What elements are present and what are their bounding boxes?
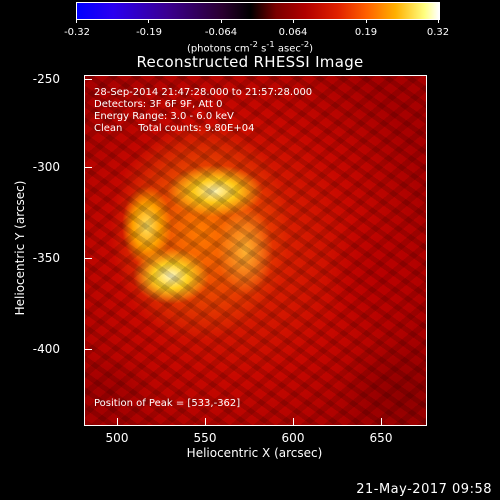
y-tick-label: -250 xyxy=(32,72,60,86)
colorbar-tick-label: 0.19 xyxy=(354,27,378,38)
x-tick-label: 550 xyxy=(193,431,217,445)
plot-title: Reconstructed RHESSI Image xyxy=(136,53,364,71)
colorbar-tick-label: 0.064 xyxy=(278,27,308,38)
x-tick-label: 650 xyxy=(369,431,393,445)
x-tick-mark xyxy=(381,418,382,425)
colorbar-tick-label: -0.19 xyxy=(136,27,162,38)
y-tick-mark xyxy=(85,349,92,350)
colorbar xyxy=(76,2,440,20)
colorbar-tick-label: -0.32 xyxy=(64,27,90,38)
colorbar-tick-mark xyxy=(366,19,367,23)
y-tick-label: -300 xyxy=(32,160,60,174)
colorbar-tick-mark xyxy=(221,19,222,23)
peak-position: Position of Peak = [533,-362] xyxy=(94,398,241,409)
y-axis-label: Heliocentric Y (arcsec) xyxy=(13,180,27,316)
x-axis-label: Heliocentric X (arcsec) xyxy=(186,446,323,460)
rhessi-image xyxy=(84,75,427,426)
x-tick-label: 600 xyxy=(281,431,305,445)
x-tick-mark xyxy=(293,418,294,425)
x-tick-label: 500 xyxy=(105,431,129,445)
y-tick-mark xyxy=(85,79,92,80)
y-tick-label: -400 xyxy=(32,342,60,356)
info-detectors: Detectors: 3F 6F 9F, Att 0 xyxy=(94,99,223,110)
info-energy-range: Energy Range: 3.0 - 6.0 keV xyxy=(94,111,234,122)
info-clean-counts: Clean Total counts: 9.80E+04 xyxy=(94,123,255,134)
colorbar-tick-label: -0.064 xyxy=(204,27,238,38)
info-time-range: 28-Sep-2014 21:47:28.000 to 21:57:28.000 xyxy=(94,87,313,98)
colorbar-tick-mark xyxy=(76,19,77,23)
colorbar-tick-mark xyxy=(438,19,439,23)
y-tick-mark xyxy=(85,258,92,259)
colorbar-tick-mark xyxy=(293,19,294,23)
timestamp: 21-May-2017 09:58 xyxy=(356,482,492,497)
colorbar-units: (photons cm-2 s-1 asec-2) xyxy=(186,39,314,55)
x-tick-mark xyxy=(117,418,118,425)
x-tick-mark xyxy=(205,418,206,425)
colorbar-tick-label: 0.32 xyxy=(426,27,450,38)
y-tick-mark xyxy=(85,167,92,168)
colorbar-tick-mark xyxy=(148,19,149,23)
y-tick-label: -350 xyxy=(32,251,60,265)
